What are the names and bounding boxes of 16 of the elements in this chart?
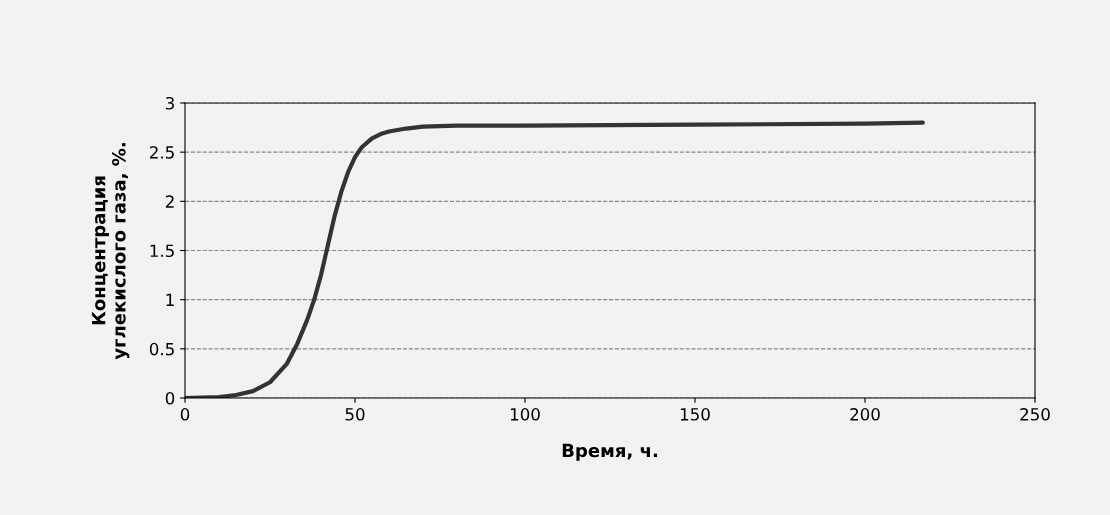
x-tick-label: 50 xyxy=(345,408,365,421)
y-tick-label: 2 xyxy=(165,195,174,208)
y-tick-label: 0.5 xyxy=(149,342,174,356)
y-tick-label: 2.5 xyxy=(149,146,174,159)
x-tick-label: 100 xyxy=(510,408,540,421)
x-axis-title: Время, ч. xyxy=(562,443,657,461)
y-tick-label: 3 xyxy=(165,96,174,110)
y-tick-label: 1 xyxy=(166,293,174,306)
x-tick-label: 150 xyxy=(680,408,710,421)
y-tick-label: 0 xyxy=(165,391,175,405)
x-tick-label: 0 xyxy=(180,408,190,421)
x-tick-label: 200 xyxy=(850,408,880,421)
line-series xyxy=(185,120,925,398)
x-tick-label: 250 xyxy=(1020,408,1050,421)
y-tick-label: 1.5 xyxy=(150,244,174,258)
y-axis-title: Концентрация углекислого газа, %. xyxy=(92,143,130,360)
